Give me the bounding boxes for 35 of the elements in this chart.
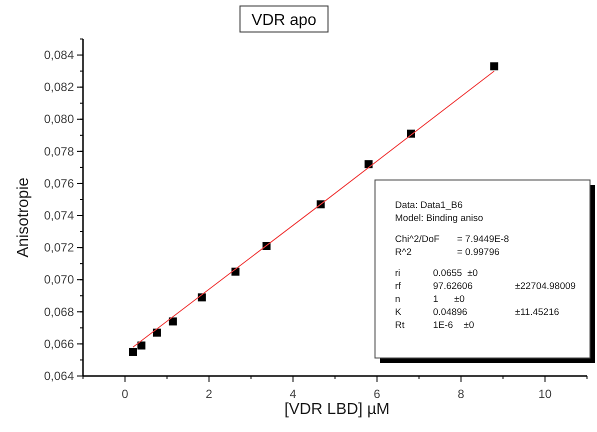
point [364, 160, 373, 168]
y-tick-label: 0,074 [44, 208, 74, 223]
y-tick-label: 0,064 [44, 369, 74, 383]
x-tick-label: 2 [206, 387, 213, 401]
point [490, 62, 498, 70]
y-tick-label: 0,082 [44, 80, 74, 94]
text: Chi^2/DoF = 7.9449E-8 [395, 234, 510, 245]
x-tick-label: 8 [458, 387, 465, 401]
point [128, 348, 137, 356]
x-tick-label: 4 [290, 387, 297, 401]
y-tick-label: 0,072 [44, 240, 74, 255]
text: rf 97.62606 ±22704.98009 [395, 281, 576, 292]
chart-title: VDR apo [252, 12, 317, 29]
x-tick-label: 10 [538, 387, 552, 401]
point [168, 317, 177, 326]
x-axis-title: [VDR LBD] µM [284, 401, 390, 418]
y-tick-label: 0,080 [44, 112, 74, 126]
text: R^2 = 0.99796 [395, 247, 500, 258]
y-tick-label: 0,076 [44, 176, 74, 190]
annotation: Model: Binding aniso [395, 213, 484, 224]
x-tick-label: 0 [122, 387, 129, 401]
point [137, 342, 146, 350]
text: n 1 ±0 [395, 294, 465, 305]
point [152, 328, 161, 337]
y-tick-label: 0,084 [44, 48, 74, 62]
text: Rt 1E-6 ±0 [395, 320, 474, 331]
y-tick-label: 0,066 [44, 336, 74, 351]
x-tick-label: 6 [374, 387, 381, 401]
text: ri 0.0655 ±0 [395, 268, 478, 279]
text: K 0.04896 ±11.45216 [395, 307, 560, 318]
y-tick-label: 0,070 [44, 272, 74, 287]
y-tick-label: 0,078 [44, 144, 74, 158]
y-tick-label: 0,068 [44, 304, 74, 319]
y-axis-title: Anisotropie [15, 177, 32, 258]
annotation: Data: Data1_B6 [395, 200, 463, 211]
